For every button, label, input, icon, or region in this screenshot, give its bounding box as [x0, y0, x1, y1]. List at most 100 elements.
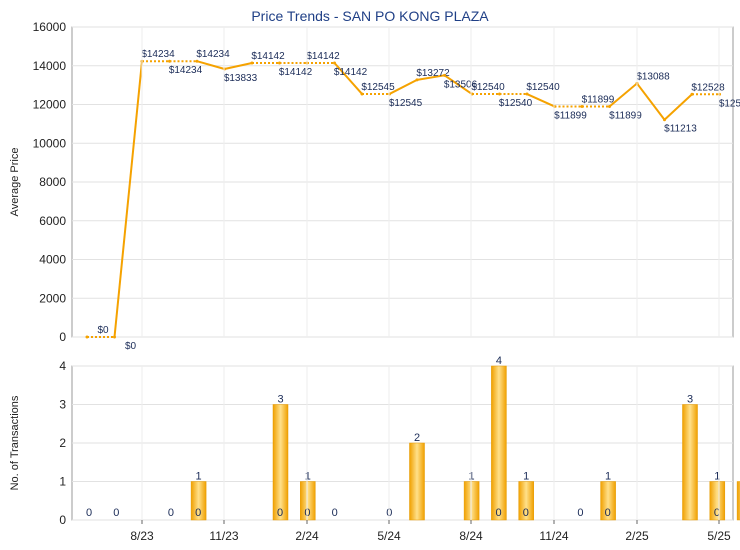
transactions-bar-panel: 0 1 2 3 4 No. of Transactions 0 0 1 0 0 3 1 0 0 0 2 0 1 4 1 0…: [9, 355, 740, 543]
price-point: [85, 335, 89, 339]
price-point: [360, 92, 364, 96]
y-axis-label: Average Price: [9, 148, 21, 217]
x-tick-label: 2/24: [295, 529, 319, 543]
transaction-bar: [491, 365, 507, 521]
transaction-count-label: 0: [577, 507, 583, 519]
price-line-segment: [608, 82, 638, 108]
y-tick-label: 12000: [33, 98, 67, 112]
y-axis-label: No. of Transactions: [9, 395, 21, 490]
chart-title: Price Trends - SAN PO KONG PLAZA: [251, 8, 489, 24]
price-point: [250, 61, 254, 65]
transaction-count-label: 0: [605, 507, 611, 519]
transaction-count-label: 1: [523, 471, 529, 483]
transaction-count-label: 0: [86, 507, 92, 519]
price-point: [690, 92, 694, 96]
price-data-label: $14142: [251, 51, 285, 62]
price-data-label: $12540: [471, 82, 505, 93]
price-point: [113, 335, 116, 339]
transaction-count-label: 1: [605, 471, 611, 483]
x-tick-label: 2/25: [625, 529, 649, 543]
y-tick-label: 2000: [39, 291, 66, 305]
transaction-count-label: 0: [113, 507, 119, 519]
y-tick-label: 0: [59, 513, 66, 527]
x-tick-label: 11/24: [539, 529, 568, 543]
y-tick-label: 3: [59, 398, 66, 412]
transaction-count-label: 0: [523, 507, 529, 519]
price-data-label: $12528: [691, 82, 725, 93]
price-point: [663, 118, 666, 122]
price-data-label: $14234: [196, 49, 230, 60]
price-data-label: $11213: [664, 124, 697, 135]
price-point: [415, 78, 419, 82]
y-tick-label: 16000: [33, 20, 67, 34]
price-data-label: $12540: [499, 98, 533, 109]
price-line-segment: [196, 60, 225, 70]
transaction-bar: [682, 404, 698, 521]
transaction-count-label: 0: [495, 507, 501, 519]
transaction-bar: [600, 481, 616, 521]
transaction-count-label: 0: [195, 507, 201, 519]
x-tick-label: 5/25: [707, 529, 731, 543]
price-line-segment: [443, 74, 473, 95]
y-tick-label: 4: [59, 359, 66, 373]
price-data-label: $11899: [609, 110, 642, 121]
price-data-label: $14142: [306, 51, 340, 62]
price-line-segment: [416, 74, 445, 81]
price-data-label: $13088: [636, 71, 670, 82]
price-line-segment: [113, 61, 143, 338]
price-point: [608, 104, 611, 108]
price-data-label: $14234: [141, 49, 175, 60]
price-data-label: $14142: [334, 67, 368, 78]
price-point: [195, 59, 199, 63]
transaction-bar: [190, 481, 207, 521]
y-tick-label: 8000: [39, 175, 66, 189]
price-line-segment: [663, 93, 693, 121]
transaction-count-label: 0: [277, 507, 283, 519]
y-tick-label: 14000: [33, 59, 67, 73]
transaction-count-label: 0: [332, 507, 338, 519]
y-tick-label: 10000: [33, 136, 67, 150]
price-data-label: $14234: [169, 65, 203, 76]
transaction-count-label: 0: [714, 507, 720, 519]
price-line-segment: [224, 62, 253, 70]
price-data-label: $11899: [554, 110, 587, 121]
price-point: [498, 92, 501, 96]
transaction-bar: [272, 404, 289, 521]
transaction-count-label: 1: [469, 471, 475, 483]
price-data-label: $12540: [526, 82, 560, 93]
x-tick-label: 11/23: [209, 529, 238, 543]
transaction-count-label: 1: [305, 471, 311, 483]
x-tick-label: 8/24: [459, 529, 483, 543]
transaction-count-label: 4: [496, 355, 502, 367]
y-tick-label: 1: [59, 475, 66, 489]
y-tick-label: 0: [59, 330, 66, 344]
transaction-bar: [409, 442, 425, 521]
price-data-label: $13506: [444, 79, 478, 90]
price-line-segment: [333, 62, 363, 95]
price-line-segment: [526, 93, 555, 108]
price-line-segment: [389, 78, 418, 95]
price-data-label: $11899: [582, 94, 615, 105]
price-data-label: $12545: [389, 98, 423, 109]
price-data-label: $12545: [361, 82, 395, 93]
transaction-count-label: 1: [196, 471, 202, 483]
price-point: [580, 104, 584, 108]
price-data-label: $13272: [416, 68, 450, 79]
y-tick-label: 2: [59, 436, 66, 450]
price-line-segment: [636, 82, 666, 121]
price-data-label: $13833: [224, 73, 258, 84]
price-data-label: $12528: [719, 98, 740, 109]
transaction-bar: [709, 481, 726, 521]
transaction-count-label: 3: [277, 394, 283, 406]
transaction-count-label: 2: [414, 432, 420, 444]
x-tick-label: 5/24: [377, 529, 401, 543]
price-data-label: $0: [97, 325, 109, 336]
price-point: [168, 59, 171, 63]
price-line-panel: 0 2000 4000 6000 8000 10000 12000 14000 16000 Ave…: [9, 20, 740, 352]
price-data-label: $0: [125, 341, 137, 352]
x-tick-label: 8/23: [130, 529, 154, 543]
transaction-bar: [736, 481, 740, 521]
price-point: [525, 92, 529, 96]
price-point: [278, 61, 281, 65]
